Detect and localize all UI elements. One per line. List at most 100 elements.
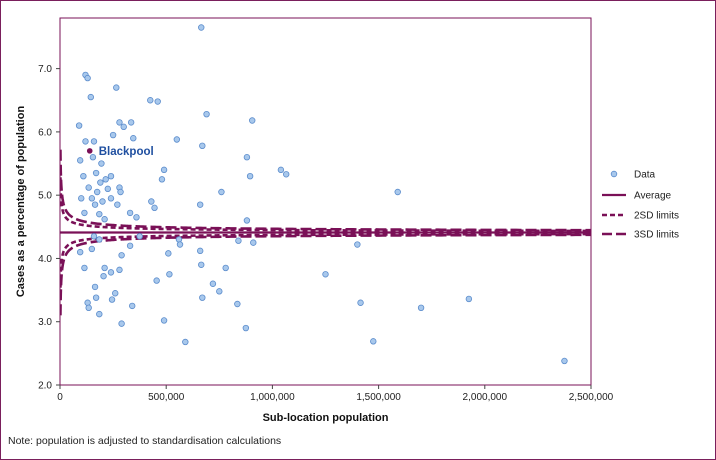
data-point	[116, 266, 123, 274]
data-point	[235, 237, 242, 244]
data-point	[198, 24, 205, 31]
data-point	[151, 204, 158, 212]
data-point	[136, 233, 143, 240]
data-point	[175, 236, 183, 243]
data-point	[101, 216, 108, 223]
legend: Data Average 2SD limits 3SD limits	[602, 170, 679, 241]
data-point	[465, 295, 473, 303]
data-point	[394, 188, 401, 196]
data-point	[242, 324, 250, 332]
data-point	[561, 357, 568, 365]
data-point	[116, 119, 123, 126]
data-point	[118, 252, 125, 259]
data-point	[198, 261, 205, 268]
highlighted-point	[86, 147, 94, 155]
y-tick-label: 6.0	[38, 127, 52, 138]
data-point	[78, 195, 85, 202]
data-point	[216, 288, 223, 295]
data-point	[160, 317, 168, 324]
legend-marker-data	[610, 170, 618, 178]
y-tick-label: 5.0	[38, 191, 52, 202]
data-point	[243, 154, 251, 161]
data-point	[90, 233, 98, 240]
data-point	[81, 209, 88, 217]
footnote: Note: population is adjusted to standard…	[8, 435, 282, 447]
data-point	[104, 185, 111, 193]
data-point	[85, 184, 92, 191]
data-point	[222, 264, 229, 272]
data-point	[96, 210, 103, 218]
data-point	[76, 248, 84, 256]
data-point	[101, 264, 108, 272]
legend-label: 3SD limits	[634, 230, 679, 241]
data-point	[354, 241, 361, 248]
data-point	[109, 131, 117, 139]
data-point	[89, 154, 97, 161]
data-point	[100, 272, 107, 280]
plot-area	[59, 17, 592, 386]
data-point	[88, 245, 96, 253]
axes: 2.0 3.0 4.0 5.0 6.0 7.0 0 500,000 1,000,000 1,500…	[15, 64, 614, 424]
data-point	[107, 195, 115, 202]
x-tick-label: 1,000,000	[250, 392, 295, 403]
data-point	[91, 283, 99, 291]
data-point	[182, 338, 189, 346]
data-point	[90, 138, 98, 145]
data-point	[199, 142, 206, 150]
data-point	[417, 304, 425, 312]
data-point	[250, 239, 257, 246]
data-point	[277, 166, 285, 174]
data-point	[126, 242, 134, 249]
data-point	[218, 188, 225, 196]
data-point	[107, 269, 115, 276]
data-point	[93, 188, 101, 196]
data-point	[75, 122, 83, 129]
data-point	[283, 171, 290, 178]
data-point	[80, 172, 87, 180]
data-point	[96, 310, 103, 318]
data-point	[108, 296, 116, 303]
data-point	[97, 179, 104, 186]
data-point	[114, 201, 121, 208]
data-point	[113, 84, 120, 91]
x-tick-label: 2,500,000	[569, 392, 614, 403]
data-point	[173, 136, 181, 143]
data-point	[120, 123, 127, 131]
data-point	[88, 195, 96, 202]
data-point	[92, 169, 100, 177]
x-tick-label: 0	[57, 392, 63, 403]
y-axis-title: Cases as a percentage of population	[15, 106, 27, 298]
data-point	[117, 188, 124, 196]
data-point	[102, 176, 109, 183]
data-point	[196, 201, 204, 208]
data-point	[322, 271, 329, 278]
data-point	[92, 294, 100, 301]
3sd-lower-limit-line	[60, 233, 591, 316]
x-tick-label: 1,500,000	[356, 392, 401, 403]
data-point	[81, 264, 88, 272]
data-point	[196, 247, 204, 255]
legend-label: Average	[634, 191, 672, 202]
y-tick-label: 2.0	[38, 381, 52, 392]
data-point	[98, 160, 105, 167]
data-point	[126, 209, 134, 217]
data-point	[87, 93, 94, 101]
data-point	[84, 299, 91, 306]
data-point	[176, 241, 184, 248]
data-point	[85, 304, 92, 312]
data-point	[357, 299, 364, 306]
data-point	[118, 320, 125, 327]
data-point	[107, 172, 115, 180]
data-point	[203, 110, 210, 118]
data-point	[199, 294, 206, 301]
data-point	[165, 250, 172, 257]
data-point	[91, 201, 99, 208]
data-point	[127, 119, 135, 126]
data-point	[130, 135, 137, 142]
y-tick-label: 7.0	[38, 64, 52, 75]
data-points: Blackpool	[75, 24, 568, 365]
data-point	[76, 157, 84, 164]
3sd-upper-limit-line	[60, 149, 591, 232]
data-point	[234, 300, 241, 308]
data-point	[153, 277, 160, 284]
